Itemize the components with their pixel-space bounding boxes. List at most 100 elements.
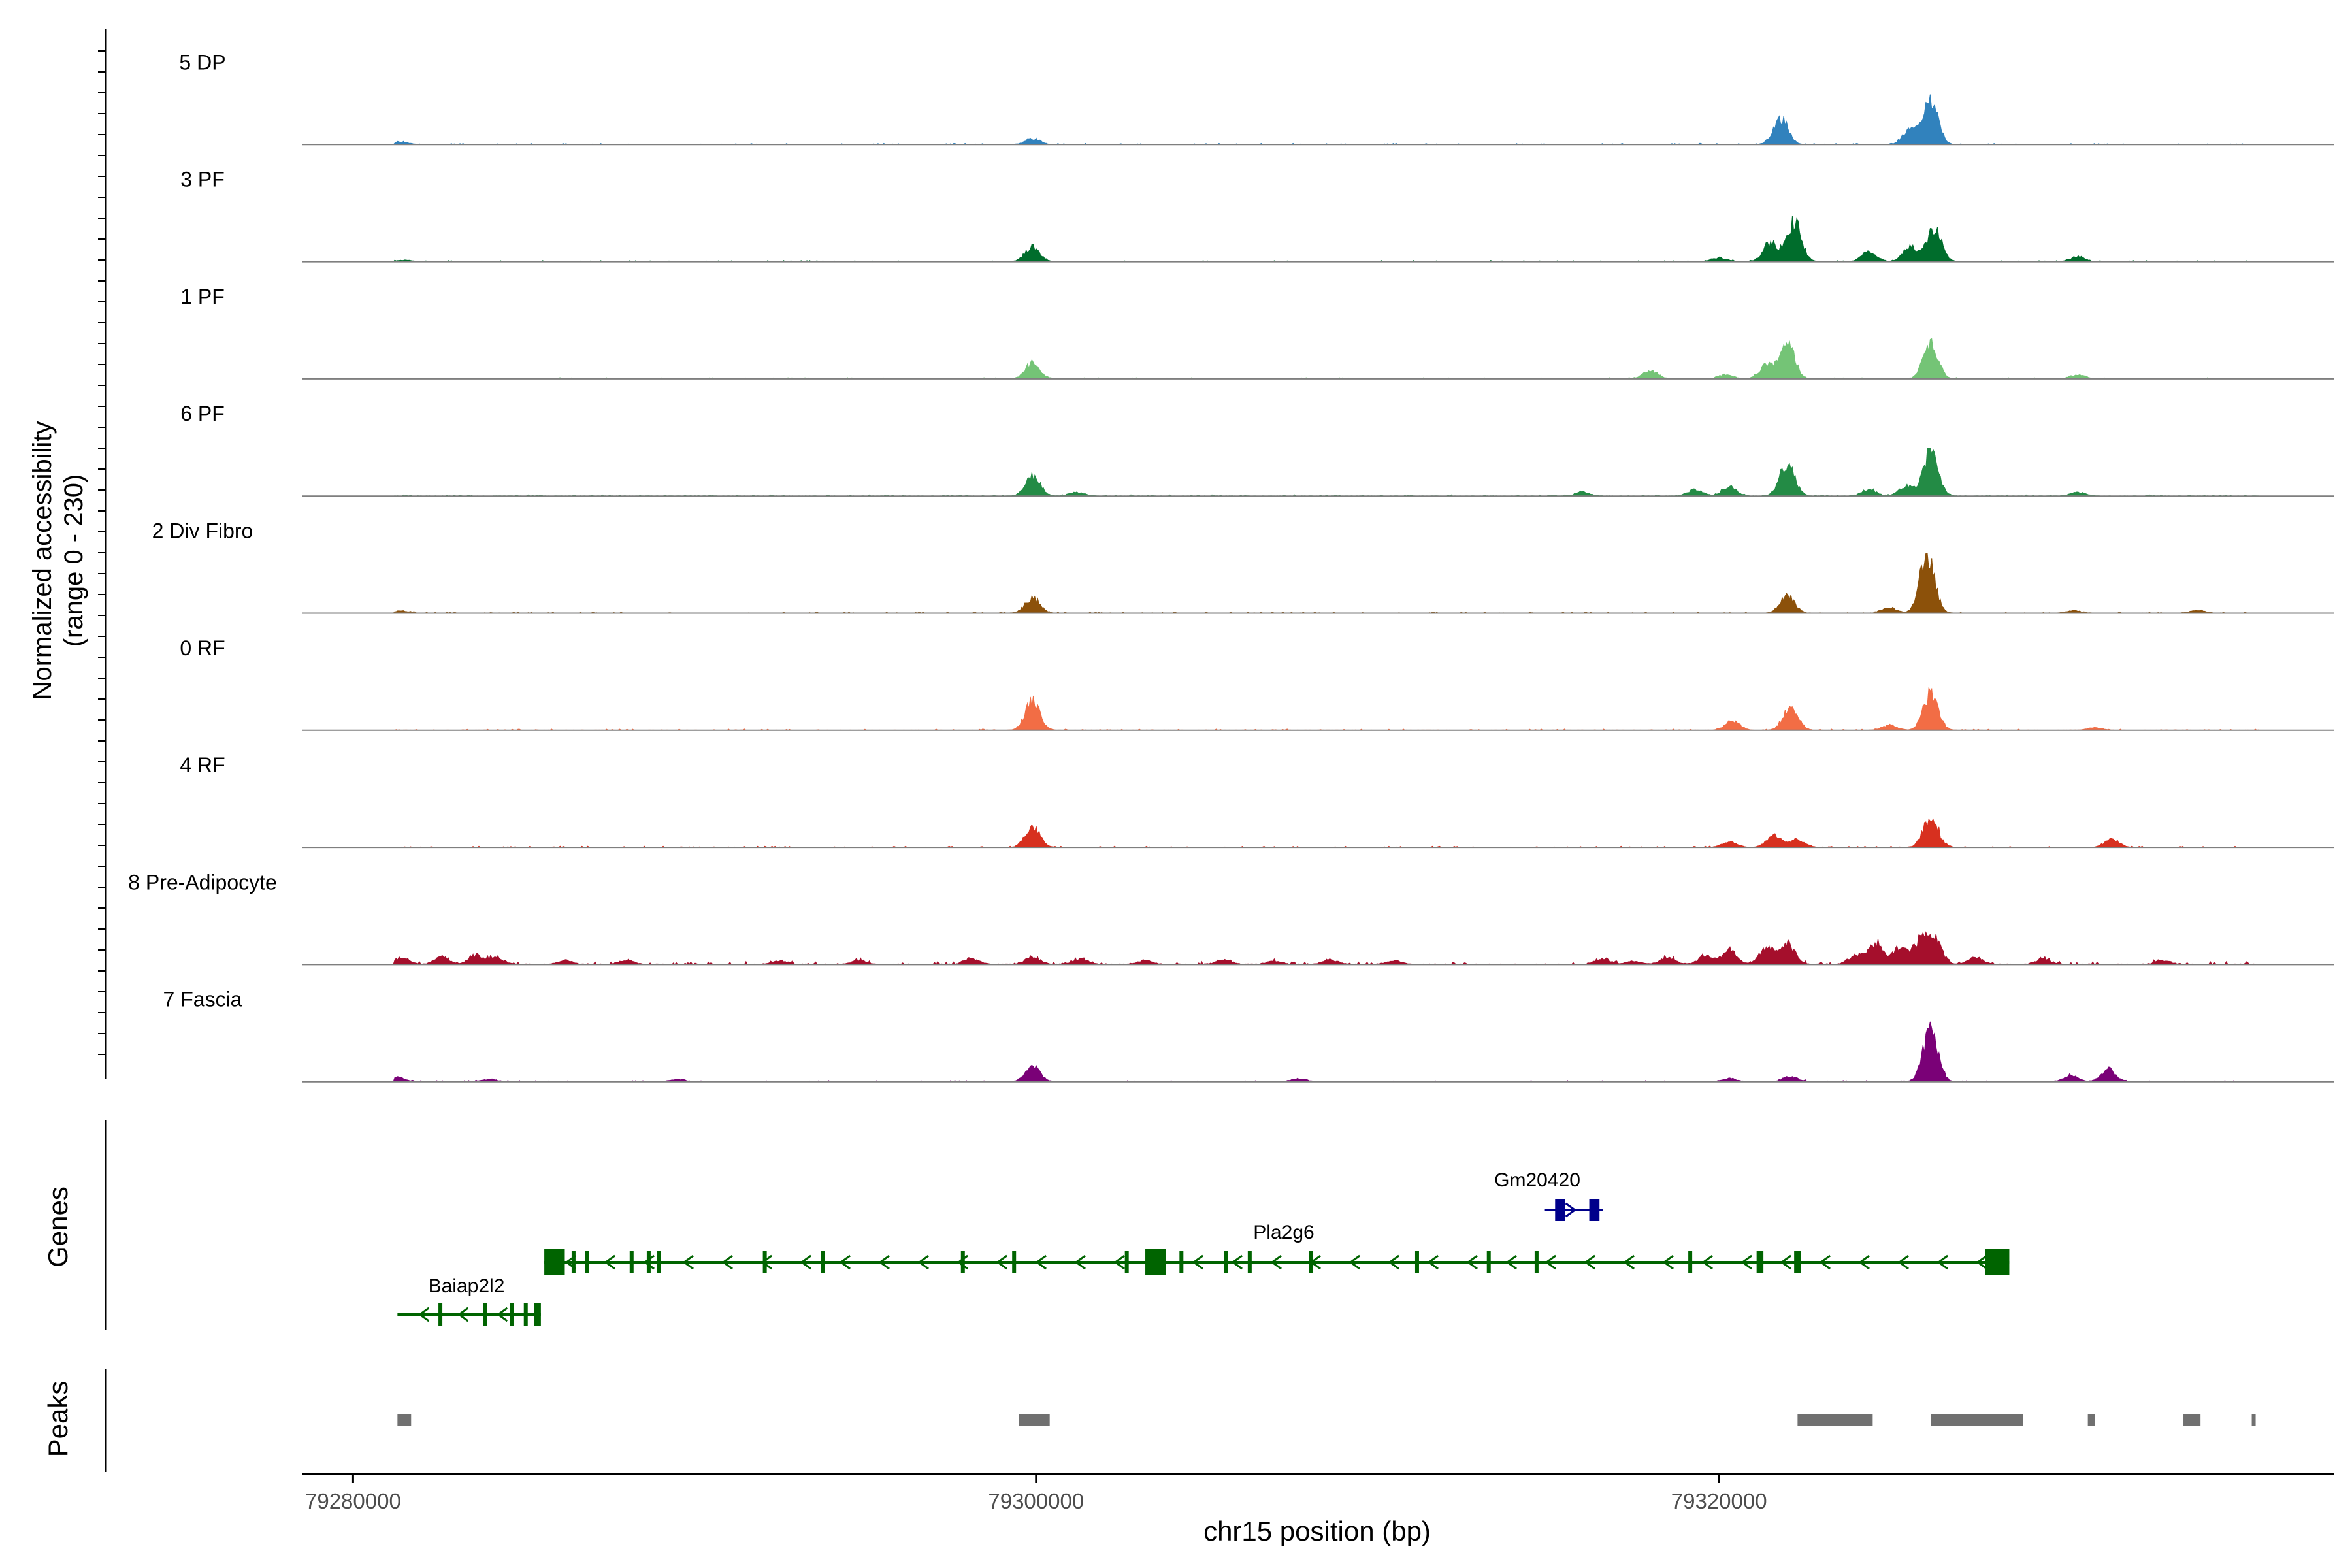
strand-arrow (1936, 1254, 1948, 1270)
track-label: 3 PF (180, 168, 225, 191)
y-axis-title-line2: (range 0 - 230) (59, 474, 88, 647)
peaks-axis-title: Peaks (42, 1381, 73, 1458)
exon (534, 1303, 541, 1326)
strand-arrow (643, 1254, 655, 1270)
peak-region (1797, 1414, 1873, 1426)
x-tick-label: 79320000 (1671, 1489, 1767, 1513)
track-label: 6 PF (180, 402, 225, 425)
coverage-area (302, 818, 2334, 848)
strand-arrow (1270, 1254, 1282, 1270)
strand-arrow (800, 1254, 811, 1270)
strand-arrow (496, 1307, 508, 1322)
coverage-area (302, 553, 2334, 614)
strand-arrow (1544, 1254, 1556, 1270)
strand-arrow (1740, 1254, 1752, 1270)
exon (960, 1251, 965, 1273)
y-axis-title-line1: Normalized accessibility (28, 421, 57, 700)
track-4-rf: 4 RF (180, 753, 2334, 849)
strand-arrow (1074, 1254, 1086, 1270)
x-tick-label: 79280000 (305, 1489, 401, 1513)
exon (762, 1251, 767, 1273)
exon (646, 1251, 651, 1273)
strand-arrow (1113, 1254, 1125, 1270)
exon (1414, 1251, 1419, 1273)
strand-arrow (996, 1254, 1007, 1270)
track-6-pf: 6 PF (180, 402, 2334, 497)
coverage-area (302, 687, 2334, 731)
exon (1985, 1249, 2010, 1275)
exon (544, 1249, 565, 1275)
exon (657, 1251, 661, 1273)
strand-arrow (1976, 1254, 1987, 1270)
strand-arrow (682, 1254, 694, 1270)
strand-arrow (1427, 1254, 1439, 1270)
gene-baiap2l2: Baiap2l2 (397, 1275, 541, 1326)
strand-arrow (1780, 1254, 1791, 1270)
track-5-dp: 5 DP (179, 50, 2334, 146)
strand-arrow (1584, 1254, 1595, 1270)
coverage-area (302, 338, 2334, 380)
gene-gm20420: Gm20420 (1494, 1169, 1603, 1221)
exon (1688, 1251, 1693, 1273)
exon (629, 1251, 634, 1273)
strand-arrow (878, 1254, 890, 1270)
exon (438, 1303, 443, 1326)
track-3-pf: 3 PF (180, 168, 2334, 263)
strand-arrow (1192, 1254, 1203, 1270)
strand-arrow (1565, 1202, 1577, 1218)
track-label: 0 RF (180, 636, 225, 660)
exon (571, 1251, 576, 1273)
gene-label: Baiap2l2 (429, 1275, 505, 1297)
coverage-area (302, 931, 2334, 966)
track-8-pre-adipocyte: 8 Pre-Adipocyte (128, 870, 2334, 966)
strand-arrow (1701, 1254, 1713, 1270)
coverage-tracks: 5 DP 3 PF 1 PF 6 PF 2 Div Fibro 0 RF 4 RF 8 Pre… (128, 50, 2334, 1083)
coverage-area (302, 448, 2334, 497)
exon (1756, 1251, 1764, 1273)
track-label: 2 Div Fibro (152, 519, 253, 543)
exon (523, 1303, 528, 1326)
strand-arrow (721, 1254, 733, 1270)
exon (1534, 1251, 1539, 1273)
track-label: 1 PF (180, 285, 225, 308)
strand-arrow (1505, 1254, 1517, 1270)
peak-region (397, 1414, 412, 1426)
peak-region (2183, 1414, 2201, 1426)
peak-track (397, 1414, 2256, 1426)
track-2-div-fibro: 2 Div Fibro (152, 519, 2334, 614)
strand-arrow (1231, 1254, 1243, 1270)
strand-arrow (457, 1307, 469, 1322)
coverage-y-ticks (98, 50, 106, 1055)
exon (1224, 1251, 1228, 1273)
strand-arrow (1348, 1254, 1360, 1270)
exon (1124, 1251, 1129, 1273)
exon (1012, 1251, 1017, 1273)
strand-arrow (1662, 1254, 1674, 1270)
strand-arrow (604, 1254, 615, 1270)
strand-arrow (760, 1254, 772, 1270)
gene-label: Gm20420 (1494, 1169, 1580, 1191)
exon (1589, 1199, 1600, 1221)
gene-pla2g6: Pla2g6 (544, 1222, 2010, 1275)
track-label: 7 Fascia (163, 988, 242, 1011)
strand-arrow (1623, 1254, 1635, 1270)
strand-arrow (1466, 1254, 1478, 1270)
strand-arrow (1035, 1254, 1047, 1270)
track-label: 8 Pre-Adipocyte (128, 870, 277, 894)
strand-arrow (417, 1307, 430, 1322)
coverage-area (302, 216, 2334, 263)
strand-arrow (1858, 1254, 1870, 1270)
strand-arrow (1897, 1254, 1909, 1270)
track-1-pf: 1 PF (180, 285, 2334, 380)
exon (483, 1303, 487, 1326)
peak-region (2251, 1414, 2256, 1426)
strand-arrow (839, 1254, 851, 1270)
exon (585, 1251, 589, 1273)
coverage-area (302, 94, 2334, 145)
exon (1247, 1251, 1252, 1273)
peak-region (1019, 1414, 1050, 1426)
gene-track: Baiap2l2 Pla2g6 Gm20420 (397, 1169, 2010, 1326)
track-label: 4 RF (180, 753, 225, 777)
strand-arrow (1819, 1254, 1831, 1270)
